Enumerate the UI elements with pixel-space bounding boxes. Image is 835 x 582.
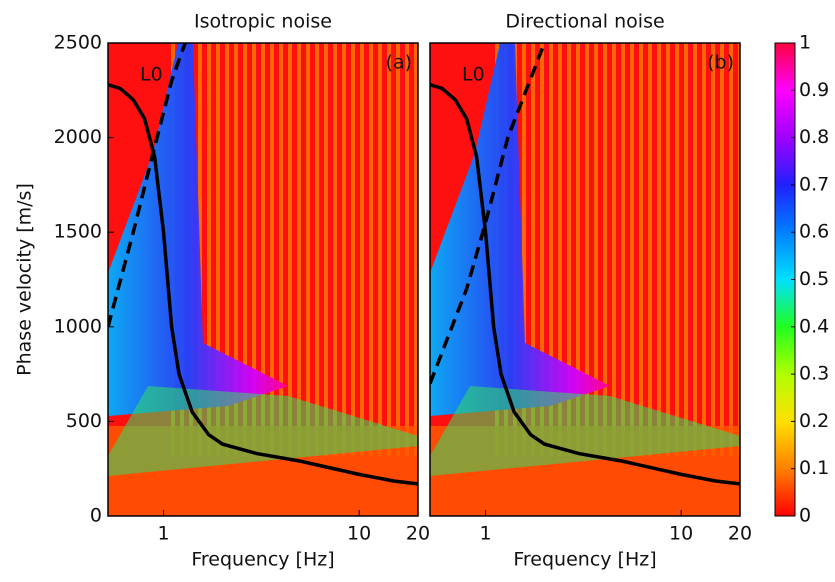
panel-label: (a) [386,52,412,74]
colorbar-tick-label: 0.4 [799,315,829,337]
curve [108,43,187,328]
heatmap [108,43,418,516]
colorbar-tick-label: 0.7 [799,173,829,195]
x-axis-label: Frequency [Hz] [513,549,656,571]
colorbar-tick-label: 0 [799,505,811,527]
y-tick-label: 1000 [54,315,102,337]
colorbar-tick-label: 0.9 [799,79,829,101]
y-tick-label: 2000 [54,126,102,148]
colorbar-tick-label: 0.6 [799,221,829,243]
y-axis-label: Phase velocity [m/s] [14,183,36,376]
x-tick-label: 20 [728,523,752,545]
colorbar-tick-label: 1 [799,32,811,54]
x-axis-label: Frequency [Hz] [191,549,334,571]
colorbar-tick-label: 0.5 [799,268,829,290]
x-tick-label: 10 [347,523,371,545]
heatmap-halo [108,386,418,476]
curve [430,43,547,385]
colorbar-tick-label: 0.1 [799,457,829,479]
curve-label: L0 [462,64,485,86]
y-tick-label: 0 [90,505,102,527]
curve [430,82,740,486]
plot-frame [107,42,419,517]
chart-title: Directional noise [505,11,664,33]
x-tick-label: 20 [406,523,430,545]
chart-title: Isotropic noise [194,11,332,33]
heatmap-energy [430,43,610,416]
colorbar-tick-label: 0.8 [799,126,829,148]
plot-frame [429,42,741,517]
heatmap-halo [430,386,740,476]
heatmap [430,43,740,516]
panel-label: (b) [707,52,734,74]
colorbar-tick-label: 0.3 [799,363,829,385]
x-tick-label: 10 [669,523,693,545]
x-tick-label: 1 [479,523,491,545]
y-tick-label: 1500 [54,221,102,243]
x-tick-label: 1 [157,523,169,545]
colorbar-tick-label: 0.2 [799,410,829,432]
curve [108,82,418,486]
heatmap-energy [108,43,288,416]
y-tick-label: 2500 [54,32,102,54]
y-tick-label: 500 [66,410,102,432]
curve-label: L0 [140,64,163,86]
